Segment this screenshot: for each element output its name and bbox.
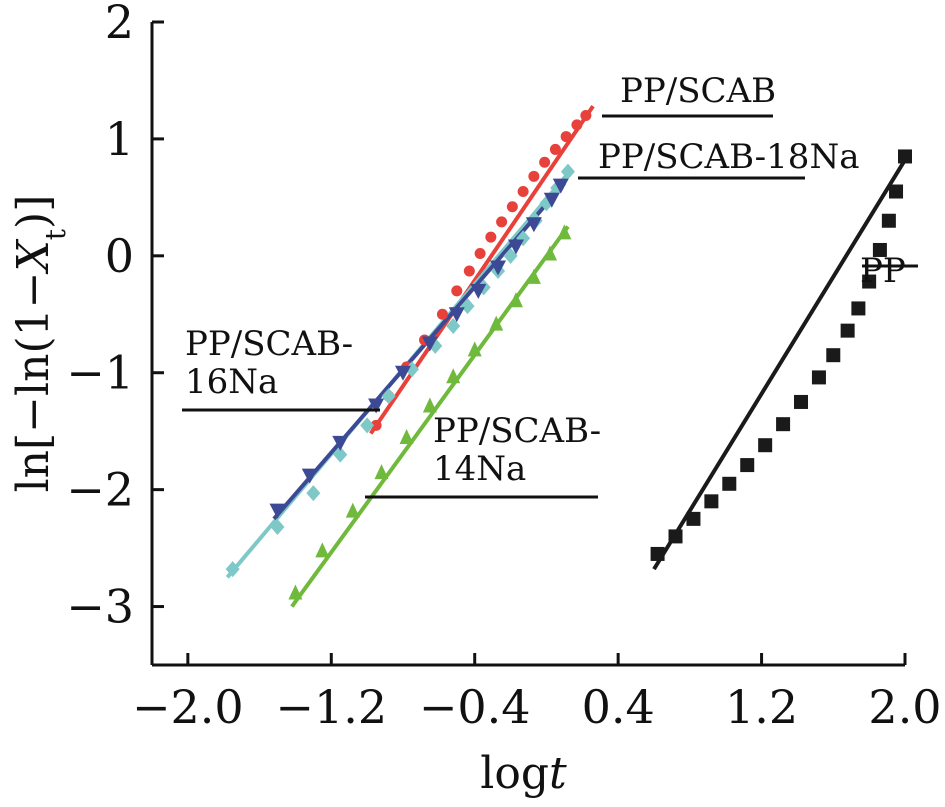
data-point-pp-scab-18na xyxy=(460,298,475,315)
axes: −2.0 −1.2 −0.4 0.4 1.2 2.0 −3 −2 −1 0 1 2 xyxy=(66,0,941,734)
data-point-pp-scab-16na xyxy=(269,503,286,519)
data-point-pp-scab-14na xyxy=(288,584,303,600)
data-point-pp xyxy=(826,348,841,363)
y-tick-label: 1 xyxy=(105,112,134,166)
data-point-pp-scab-16na xyxy=(448,307,465,323)
y-axis-title: ln[−ln(1−Xt)] xyxy=(8,195,72,493)
data-point-pp-scab-16na xyxy=(470,283,487,299)
data-point-pp-scab-14na xyxy=(374,464,389,480)
data-point-pp xyxy=(740,458,755,473)
data-point-pp xyxy=(840,323,855,338)
x-tick-label: 0.4 xyxy=(582,680,655,734)
data-point-pp-scab xyxy=(549,143,561,155)
series-label-pp-scab-18na: PP/SCAB-18Na xyxy=(598,137,859,177)
data-point-pp-scab-16na xyxy=(332,435,349,451)
data-point-pp-scab xyxy=(474,247,486,259)
x-tick-label: 1.2 xyxy=(725,680,798,734)
data-point-pp-scab xyxy=(580,110,592,122)
data-point-pp-scab-18na xyxy=(333,446,348,463)
data-point-pp-scab-16na xyxy=(395,365,411,381)
data-point-pp-scab-16na xyxy=(543,192,560,208)
data-point-pp-scab-14na xyxy=(467,341,482,357)
data-point-pp-scab-18na xyxy=(360,417,375,434)
data-point-pp-scab-16na xyxy=(368,398,385,414)
data-point-pp-scab-16na xyxy=(552,178,569,194)
data-point-pp-scab-14na xyxy=(399,429,414,445)
series-labels: PP/SCAB PP/SCAB-18Na PP PP/SCAB-16Na PP/SCAB… xyxy=(185,71,906,489)
data-point-pp xyxy=(811,370,826,385)
data-point-pp-scab-16na xyxy=(507,239,524,255)
data-point-pp-scab xyxy=(436,308,448,320)
data-point-pp xyxy=(889,184,904,199)
data-point-pp-scab xyxy=(560,131,572,143)
data-point-pp-scab-16na xyxy=(301,468,318,484)
y-axis-title-text: ln[−ln(1−Xt)] xyxy=(8,195,72,493)
data-point-pp-scab-14na xyxy=(315,542,330,558)
fit-line-pp-scab xyxy=(369,105,595,435)
x-tick-label: −2.0 xyxy=(132,680,244,734)
data-point-pp-scab-16na xyxy=(525,217,542,233)
data-point-pp xyxy=(668,529,683,544)
data-point-pp-scab xyxy=(370,419,382,431)
series-label-pp-scab-16na: PP/SCAB-16Na xyxy=(185,324,353,402)
series-label-pp: PP xyxy=(860,251,906,291)
data-point-pp-scab-14na xyxy=(508,292,523,308)
label-leaders xyxy=(182,114,918,499)
series-label-pp-scab: PP/SCAB xyxy=(620,71,776,111)
data-point-pp xyxy=(851,301,866,316)
data-point-pp-scab-16na xyxy=(490,260,507,276)
data-point-pp xyxy=(686,511,701,526)
data-point-pp-scab-16na xyxy=(421,336,438,352)
data-point-pp-scab-18na xyxy=(225,561,240,578)
data-point-pp-scab-18na xyxy=(560,163,575,180)
data-point-pp-scab-14na xyxy=(526,268,541,284)
y-tick-label: −1 xyxy=(66,346,134,400)
x-tick-label: 2.0 xyxy=(868,680,941,734)
fit-line-pp xyxy=(652,158,907,571)
data-point-pp-scab-18na xyxy=(306,485,321,502)
y-tick-label: −2 xyxy=(66,463,134,517)
data-point-pp xyxy=(758,438,773,453)
data-point-pp xyxy=(704,494,719,509)
data-point-pp-scab-14na xyxy=(446,368,461,384)
data-point-pp-scab-18na xyxy=(270,519,285,536)
data-point-pp-scab xyxy=(451,285,463,297)
data-point-pp-scab-14na xyxy=(543,245,558,261)
data-points xyxy=(225,110,912,600)
data-point-pp-scab xyxy=(571,119,583,131)
data-point-pp xyxy=(650,546,665,561)
data-point-pp-scab-14na xyxy=(557,224,572,240)
data-point-pp xyxy=(722,476,737,491)
data-point-pp-scab-18na xyxy=(381,388,396,405)
series-label-pp-scab-14na: PP/SCAB-14Na xyxy=(433,411,601,489)
data-point-pp xyxy=(872,242,887,257)
fit-line-pp-scab-14na xyxy=(290,225,570,608)
x-tick-label: −1.2 xyxy=(275,680,387,734)
data-point-pp xyxy=(881,213,896,228)
data-point-pp-scab-14na xyxy=(345,502,360,518)
y-tick-label: 0 xyxy=(105,229,134,283)
fit-lines xyxy=(225,105,907,608)
data-point-pp-scab xyxy=(485,231,497,243)
x-tick-label: −0.4 xyxy=(419,680,531,734)
data-point-pp xyxy=(898,149,912,164)
data-point-pp-scab-18na xyxy=(503,247,518,264)
data-point-pp-scab xyxy=(517,186,529,198)
data-point-pp-scab xyxy=(528,170,540,182)
fit-line-pp-scab-16na xyxy=(272,182,566,521)
data-point-pp-scab xyxy=(496,216,508,228)
data-point-pp-scab-14na xyxy=(489,315,504,331)
data-point-pp xyxy=(794,394,809,409)
x-axis-title: logt xyxy=(480,748,567,799)
y-tick-label: 2 xyxy=(105,0,134,49)
data-point-pp xyxy=(862,274,877,289)
data-point-pp-scab-14na xyxy=(422,397,437,413)
data-point-pp xyxy=(776,417,791,432)
data-point-pp-scab xyxy=(506,201,518,213)
y-tick-label: −3 xyxy=(66,580,134,634)
data-point-pp-scab-18na xyxy=(404,361,419,378)
data-point-pp-scab xyxy=(539,156,551,168)
data-point-pp-scab xyxy=(463,265,475,277)
